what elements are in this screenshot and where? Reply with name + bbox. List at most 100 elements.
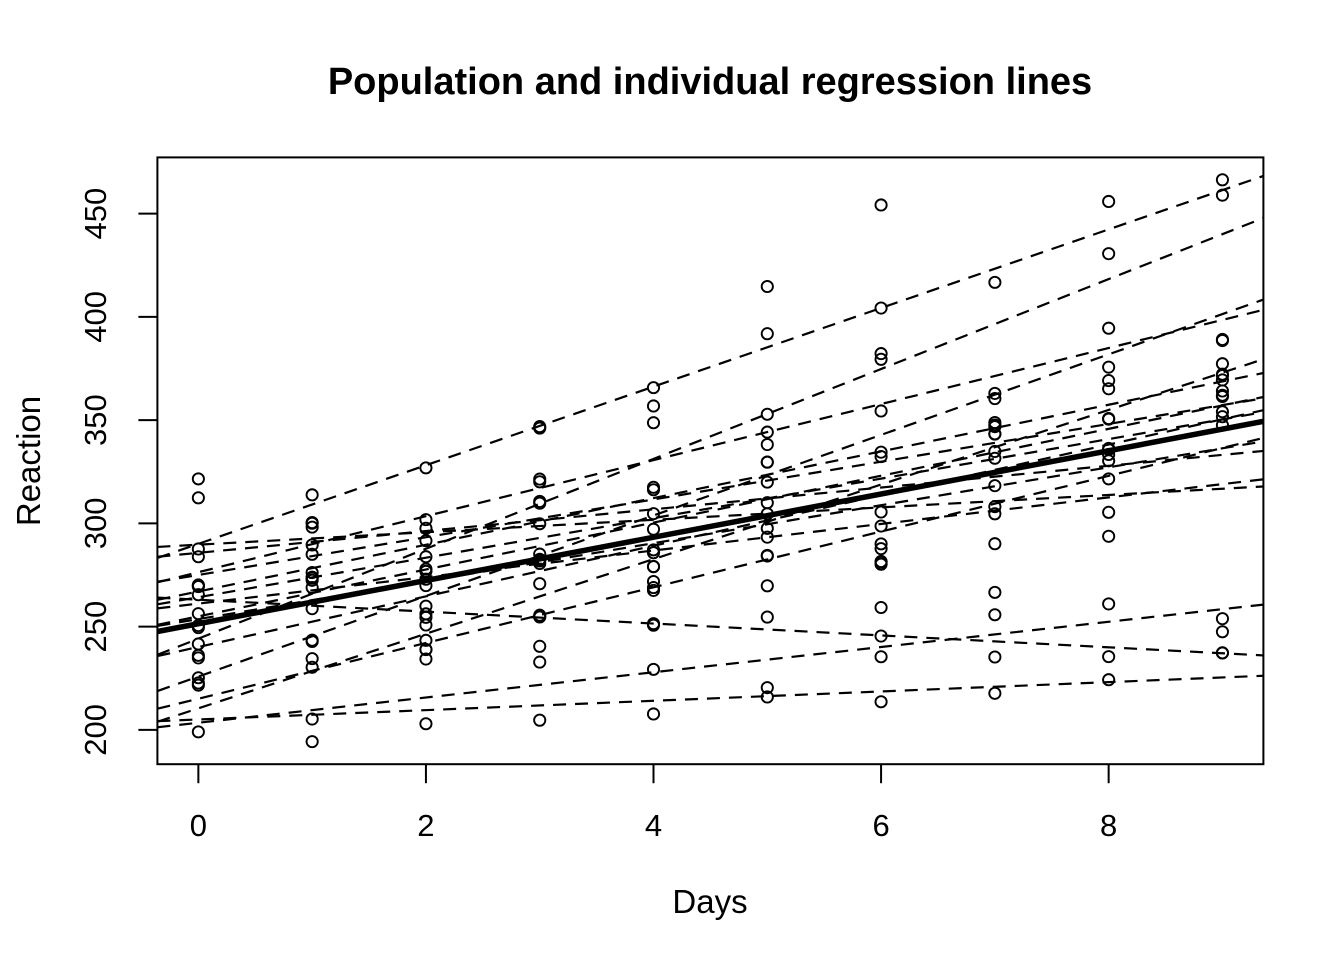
data-point — [533, 639, 547, 653]
data-point — [305, 633, 319, 647]
y-tick-label: 350 — [78, 394, 113, 446]
individual-regression-line-8 — [157, 409, 1264, 658]
data-point — [1215, 357, 1229, 371]
individual-regression-line-11 — [157, 436, 1264, 710]
data-point — [191, 580, 205, 594]
data-point — [419, 461, 433, 475]
series-points-14 — [191, 333, 1229, 692]
individual-regression-line-7 — [157, 397, 1264, 583]
data-point — [988, 507, 1002, 521]
data-point — [988, 585, 1002, 599]
y-tick-label: 400 — [78, 291, 113, 343]
data-point — [305, 571, 319, 585]
data-point — [760, 455, 774, 469]
data-point — [419, 717, 433, 731]
data-point — [305, 712, 319, 726]
data-point — [1102, 374, 1116, 388]
data-point — [988, 650, 1002, 664]
data-point — [874, 352, 888, 366]
series-points-16 — [191, 367, 1229, 685]
individual-regression-line-16 — [157, 358, 1264, 723]
data-point — [191, 472, 205, 486]
y-tick-label: 250 — [78, 601, 113, 653]
data-point — [419, 534, 433, 548]
y-tick-label: 450 — [78, 188, 113, 240]
data-point — [988, 479, 1002, 493]
series-points-1 — [191, 173, 1229, 635]
data-point — [1215, 384, 1229, 398]
data-point — [988, 386, 1002, 400]
data-point — [305, 652, 319, 666]
data-point — [760, 279, 774, 294]
data-point — [760, 681, 774, 695]
individual-regression-line-6 — [157, 411, 1264, 606]
data-point — [988, 418, 1002, 432]
chart-title: Population and individual regression lin… — [328, 61, 1092, 103]
data-point — [533, 494, 547, 508]
data-point — [760, 548, 774, 562]
axes-layer: 0 2 4 6 8 200 250 300 350 400 450 — [78, 156, 1265, 843]
x-tick-label: 2 — [417, 808, 434, 843]
data-point — [874, 600, 888, 615]
individual-regression-line-4 — [157, 485, 1264, 549]
data-point — [646, 662, 661, 676]
data-point — [419, 550, 433, 564]
series-points-7 — [191, 388, 1229, 578]
data-point — [1102, 382, 1116, 396]
data-point — [305, 520, 319, 534]
data-point — [1215, 410, 1229, 424]
x-tick-label: 0 — [190, 808, 207, 843]
x-axis-title: Days — [672, 883, 747, 920]
population-regression-line — [157, 418, 1264, 635]
data-point — [533, 420, 547, 434]
data-point — [646, 543, 661, 557]
data-point — [1102, 597, 1116, 611]
data-point — [874, 650, 888, 664]
series-points-18 — [191, 374, 1229, 594]
plot-box — [156, 156, 1265, 766]
data-point — [191, 725, 205, 739]
data-point — [533, 608, 547, 622]
data-point — [874, 505, 888, 519]
data-point — [988, 537, 1002, 551]
x-tick-label: 8 — [1100, 808, 1117, 843]
data-point — [533, 517, 547, 531]
data-point — [646, 399, 661, 413]
y-axis-title: Reaction — [10, 396, 47, 526]
data-point — [874, 404, 888, 418]
data-point — [1102, 673, 1116, 687]
data-point — [1102, 529, 1116, 543]
data-point — [988, 686, 1002, 700]
data-point — [305, 735, 319, 749]
data-point — [760, 407, 774, 421]
data-point — [533, 475, 547, 489]
data-point — [191, 550, 205, 564]
individual-regression-line-15 — [157, 395, 1264, 626]
data-point — [646, 522, 661, 536]
data-point — [191, 637, 205, 651]
data-point — [874, 198, 888, 212]
data-point — [1215, 625, 1229, 639]
data-point — [533, 655, 547, 669]
y-tick-label: 300 — [78, 498, 113, 550]
individual-regression-line-2 — [157, 674, 1264, 723]
data-point — [646, 583, 661, 597]
individual-regression-line-1 — [157, 216, 1264, 656]
series-points-11 — [191, 410, 1229, 674]
data-point — [191, 671, 205, 685]
data-point — [988, 392, 1002, 406]
data-point — [419, 513, 433, 527]
data-point — [1102, 321, 1116, 335]
data-point — [1102, 472, 1116, 486]
series-points-5 — [191, 368, 1229, 561]
data-point — [760, 579, 774, 593]
data-point — [1102, 505, 1116, 519]
data-point — [874, 695, 888, 709]
data-point — [646, 381, 661, 395]
data-point — [191, 588, 205, 602]
data-point — [760, 475, 774, 489]
data-point — [533, 577, 547, 591]
data-point — [988, 427, 1002, 441]
data-point — [419, 633, 433, 647]
